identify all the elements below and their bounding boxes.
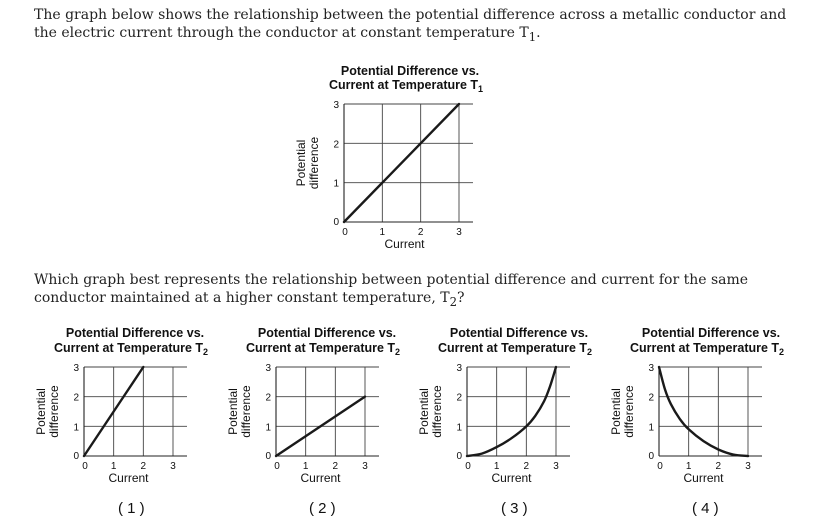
chart-title-line2: Current at Temperature T2 xyxy=(438,341,592,357)
question-paragraph: Which graph best represents the relation… xyxy=(34,271,809,311)
chart-title-subscript: 2 xyxy=(779,347,784,357)
y-tick-label-3: 3 xyxy=(265,363,271,374)
y-tick-label-2: 2 xyxy=(265,393,271,404)
y-tick-label-2: 2 xyxy=(73,393,79,404)
x-tick-label-3: 3 xyxy=(362,461,368,472)
chart-title-line1: Potential Difference vs. xyxy=(450,326,588,340)
chart-title-line1: Potential Difference vs. xyxy=(341,64,479,78)
y-tick-label-0: 0 xyxy=(648,451,654,462)
y-tick-label-1: 1 xyxy=(456,422,462,433)
y-tick-label-0: 0 xyxy=(456,451,462,462)
chart-2: 0 1 2 3 0 1 2 3 Current Potential difference Potent… xyxy=(226,326,400,485)
y-axis-label-line2: difference xyxy=(47,385,61,438)
y-tick-label-2: 2 xyxy=(648,393,654,404)
x-tick-label-3: 3 xyxy=(170,461,176,472)
chart-1: 0 1 2 3 0 1 2 3 Current Potential difference Potent… xyxy=(34,326,208,485)
chart-4: 0 1 2 3 0 1 2 3 Current Potential difference Potent… xyxy=(609,326,784,485)
chart-3: 0 1 2 3 0 1 2 3 Current Potential difference Potent… xyxy=(417,326,592,485)
x-tick-label-2: 2 xyxy=(524,461,530,472)
x-tick-label-1: 1 xyxy=(111,461,117,472)
x-axis-label: Current xyxy=(491,471,532,485)
chart-title-line2: Current at Temperature T1 xyxy=(329,78,483,94)
y-axis-label-line2: difference xyxy=(239,385,253,438)
chart-title-line1: Potential Difference vs. xyxy=(258,326,396,340)
y-axis-label-line2: difference xyxy=(622,385,636,438)
x-tick-label-0: 0 xyxy=(274,461,280,472)
series-line xyxy=(82,365,145,458)
x-tick-label-0: 0 xyxy=(82,461,88,472)
intro-subscript: 1 xyxy=(528,29,537,44)
chart-title-line1: Potential Difference vs. xyxy=(642,326,780,340)
chart-title-subscript: 1 xyxy=(478,84,483,94)
question-text: Which graph best represents the relation… xyxy=(34,272,749,306)
chart-title-subscript: 2 xyxy=(587,347,592,357)
x-tick-label-3: 3 xyxy=(456,227,462,238)
x-tick-label-2: 2 xyxy=(141,461,147,472)
chart-title-line1: Potential Difference vs. xyxy=(66,326,204,340)
x-tick-label-0: 0 xyxy=(342,227,348,238)
question-subscript: 2 xyxy=(449,294,457,309)
y-tick-label-2: 2 xyxy=(333,139,339,150)
y-tick-label-1: 1 xyxy=(333,179,339,190)
intro-paragraph: The graph below shows the relationship b… xyxy=(34,6,809,46)
x-tick-label-2: 2 xyxy=(418,227,424,238)
option-label-1[interactable]: ( 1 ) xyxy=(118,500,145,517)
chart-0: 0 1 2 3 0 1 2 3 Current Potential difference Potent… xyxy=(294,64,483,251)
x-axis-label: Current xyxy=(384,237,425,251)
y-tick-label-1: 1 xyxy=(73,422,79,433)
y-axis-label-line1: Potential xyxy=(34,388,48,435)
x-tick-label-3: 3 xyxy=(745,461,751,472)
x-tick-label-0: 0 xyxy=(657,461,663,472)
chart-title-line2: Current at Temperature T2 xyxy=(246,341,400,357)
question-end: ? xyxy=(457,290,465,306)
y-axis-label-line1: Potential xyxy=(609,388,623,435)
option-label-4[interactable]: ( 4 ) xyxy=(692,500,719,517)
y-tick-label-0: 0 xyxy=(73,451,79,462)
x-tick-label-1: 1 xyxy=(494,461,500,472)
y-tick-label-1: 1 xyxy=(265,422,271,433)
series-line xyxy=(657,365,750,458)
x-tick-label-1: 1 xyxy=(380,227,386,238)
chart-title-subscript: 2 xyxy=(395,347,400,357)
series-line xyxy=(465,365,558,458)
y-tick-label-1: 1 xyxy=(648,422,654,433)
y-tick-label-3: 3 xyxy=(333,100,339,111)
intro-end: . xyxy=(536,25,541,41)
x-axis-label: Current xyxy=(300,471,341,485)
y-tick-label-3: 3 xyxy=(648,363,654,374)
y-axis-label-line1: Potential xyxy=(294,140,308,187)
chart-title-line2: Current at Temperature T2 xyxy=(54,341,208,357)
y-axis-label-line2: difference xyxy=(430,385,444,438)
y-tick-label-0: 0 xyxy=(265,451,271,462)
option-label-2[interactable]: ( 2 ) xyxy=(309,500,336,517)
series-line xyxy=(342,102,461,224)
chart-title-line2: Current at Temperature T2 xyxy=(630,341,784,357)
y-tick-label-3: 3 xyxy=(73,363,79,374)
chart-title-subscript: 2 xyxy=(203,347,208,357)
y-tick-label-2: 2 xyxy=(456,393,462,404)
intro-text: The graph below shows the relationship b… xyxy=(34,7,787,41)
x-tick-label-2: 2 xyxy=(333,461,339,472)
y-axis-label-line1: Potential xyxy=(417,388,431,435)
x-tick-label-0: 0 xyxy=(465,461,471,472)
x-axis-label: Current xyxy=(108,471,149,485)
y-axis-label-line1: Potential xyxy=(226,388,240,435)
option-label-3[interactable]: ( 3 ) xyxy=(501,500,528,517)
x-tick-label-2: 2 xyxy=(716,461,722,472)
series-line xyxy=(274,395,367,458)
y-tick-label-0: 0 xyxy=(333,217,339,228)
x-tick-label-3: 3 xyxy=(553,461,559,472)
x-tick-label-1: 1 xyxy=(303,461,309,472)
x-axis-label: Current xyxy=(683,471,724,485)
y-tick-label-3: 3 xyxy=(456,363,462,374)
y-axis-label-line2: difference xyxy=(307,136,321,189)
x-tick-label-1: 1 xyxy=(686,461,692,472)
